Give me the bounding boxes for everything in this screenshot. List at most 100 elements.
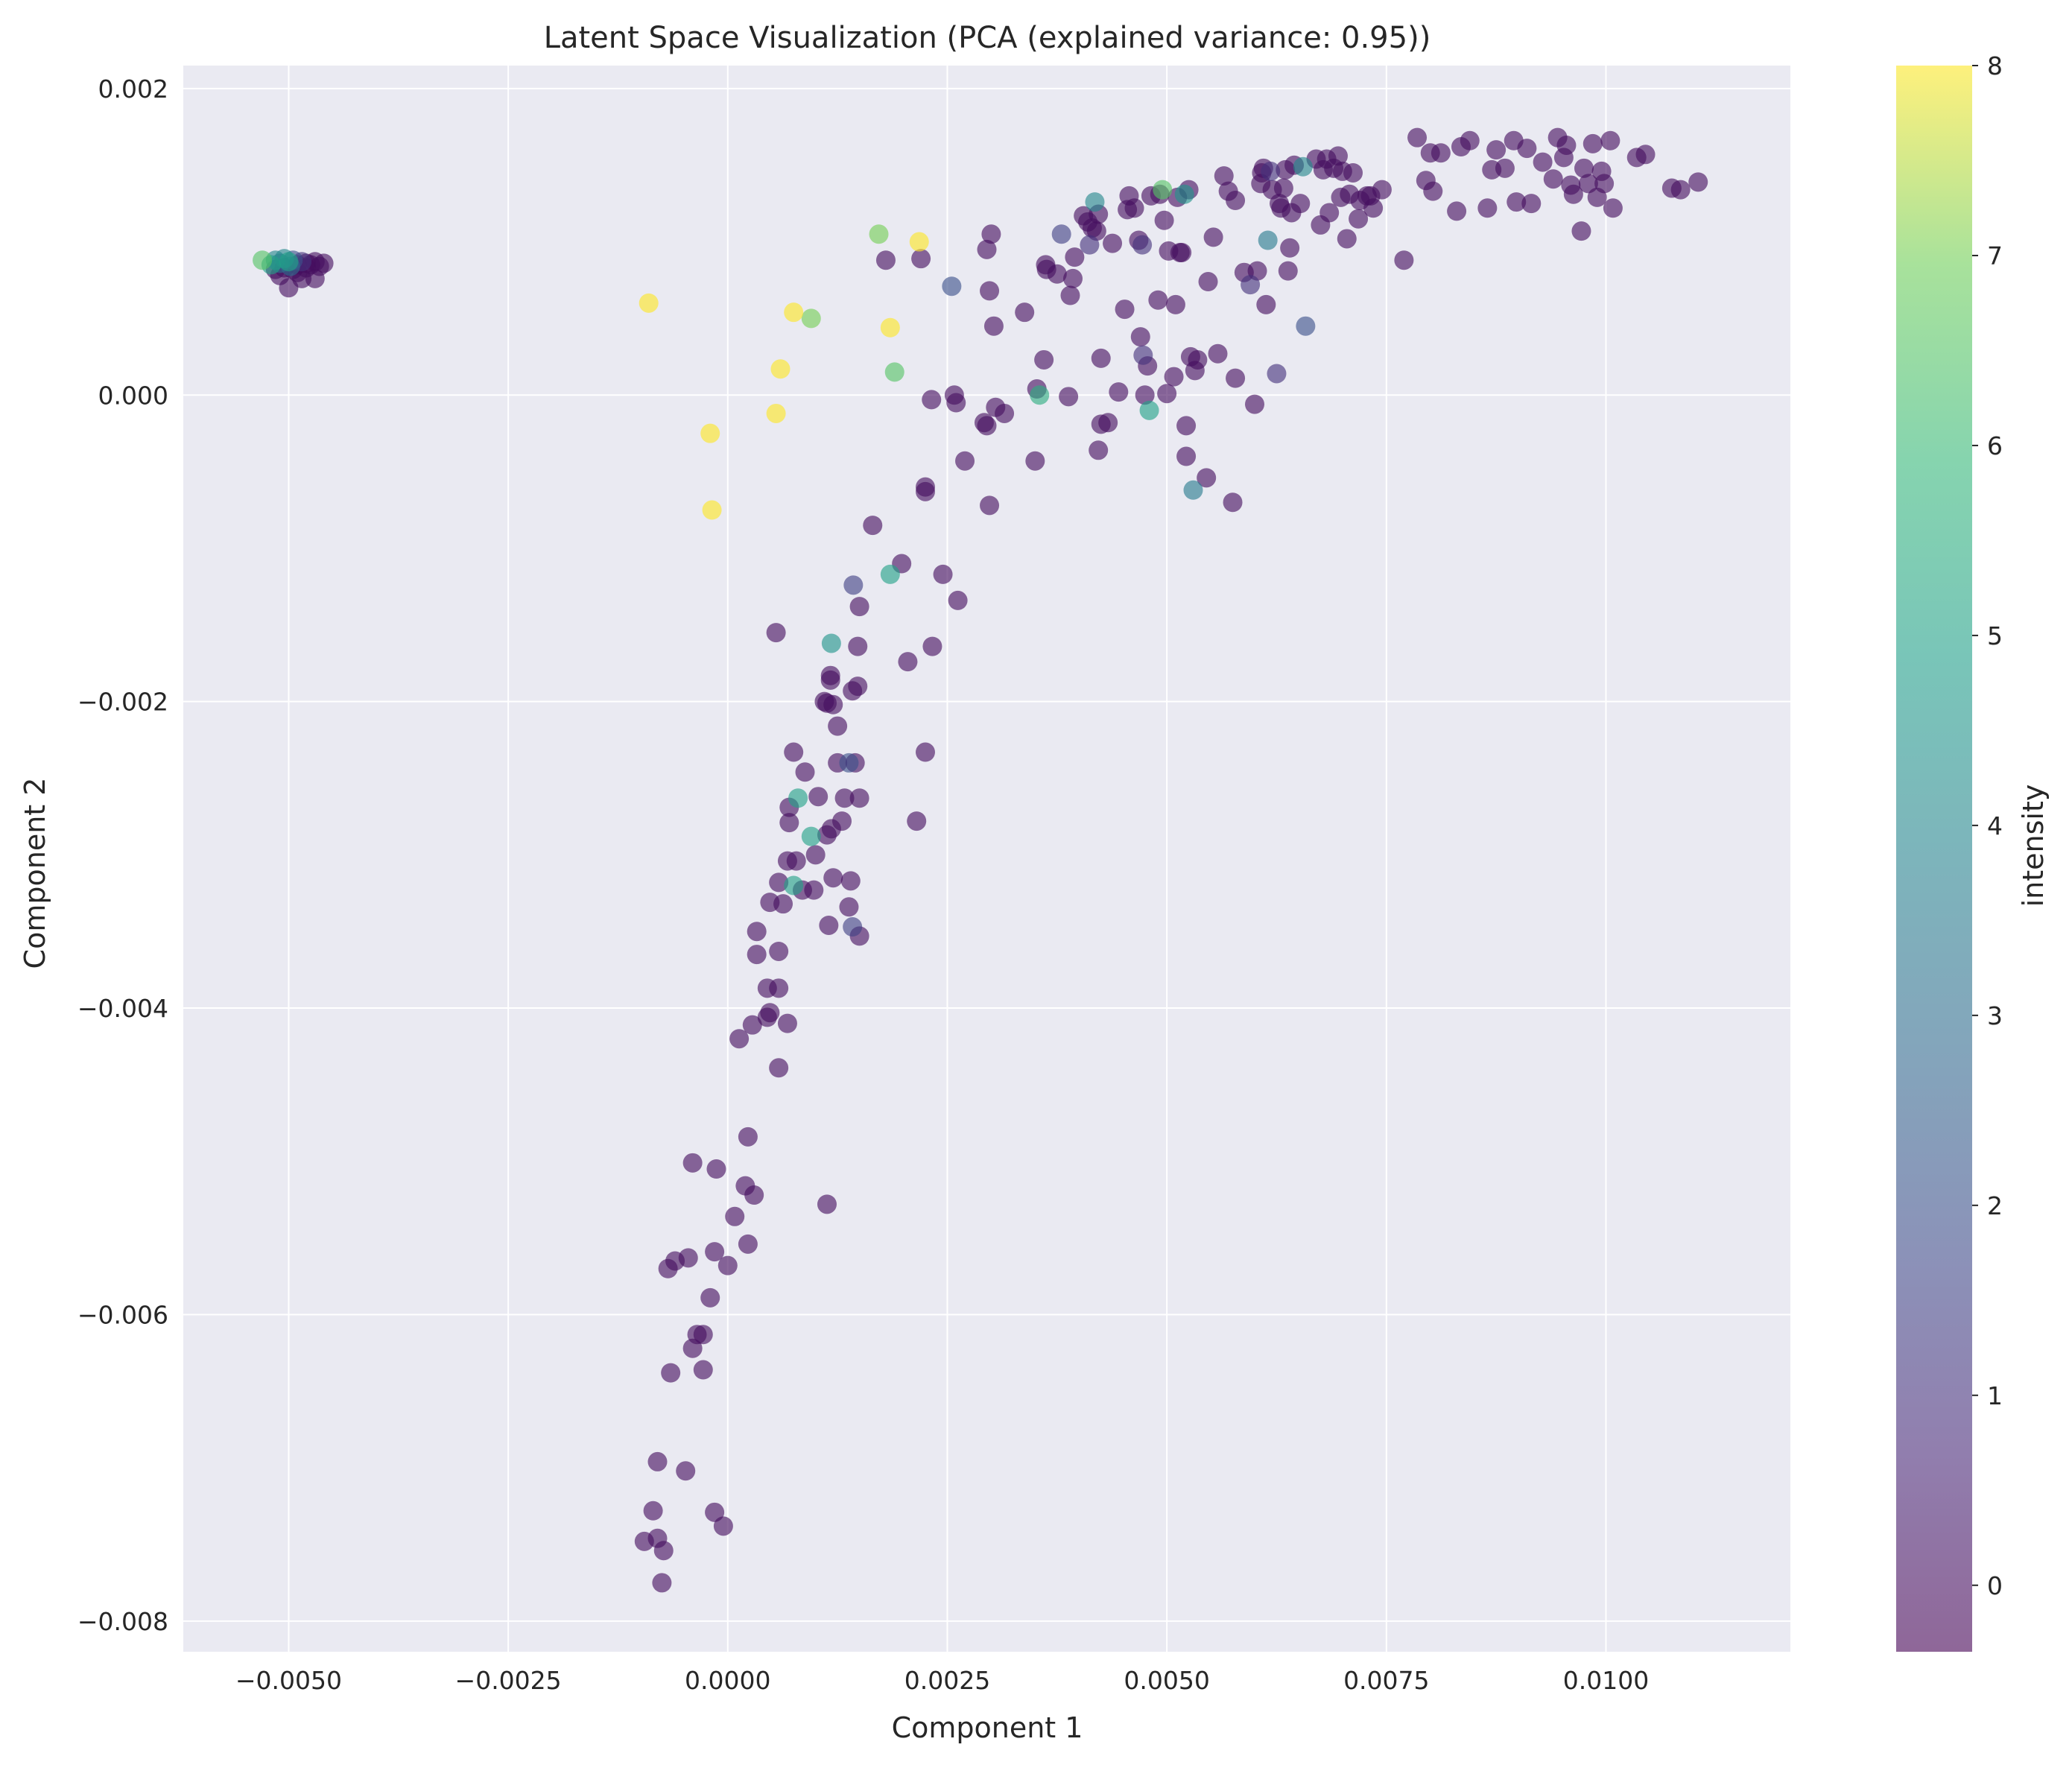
scatter-point: [1533, 152, 1553, 172]
scatter-point: [1574, 158, 1594, 178]
x-tick-label: 0.0050: [1124, 1666, 1209, 1695]
scatter-point: [1543, 169, 1563, 189]
scatter-point: [823, 868, 843, 888]
scatter-point: [1670, 180, 1691, 200]
colorbar-tick-label: 6: [1987, 431, 2003, 460]
x-tick-label: 0.0100: [1563, 1666, 1649, 1695]
scatter-point: [1085, 192, 1105, 212]
scatter-point: [1407, 127, 1428, 148]
scatter-point: [1273, 178, 1293, 198]
x-axis-ticks: −0.0050 −0.0025 0.0000 0.0025 0.0050 0.0075 0.…: [235, 1666, 1649, 1695]
scatter-point: [784, 875, 804, 896]
scatter-point: [647, 1451, 668, 1471]
scatter-point: [1148, 290, 1168, 310]
x-tick-label: 0.0000: [685, 1666, 770, 1695]
scatter-point: [769, 978, 789, 998]
colorbar-tick-label: 5: [1987, 621, 2003, 650]
scatter-point: [1349, 209, 1369, 229]
scatter-point: [1337, 229, 1357, 249]
scatter-point: [1423, 181, 1443, 201]
scatter-point: [1582, 133, 1603, 153]
scatter-point: [977, 239, 997, 259]
scatter-point: [747, 945, 767, 965]
scatter-point: [1635, 145, 1656, 165]
scatter-point: [1030, 385, 1050, 405]
scatter-point: [779, 813, 799, 833]
scatter-point: [1245, 394, 1264, 414]
scatter-point: [843, 575, 864, 595]
scatter-point: [1600, 130, 1620, 150]
scatter-point: [769, 872, 789, 893]
scatter-point: [1080, 235, 1100, 255]
scatter-point: [933, 564, 953, 584]
scatter-point: [1594, 174, 1615, 194]
scatter-point: [1280, 238, 1300, 258]
scatter-point: [1460, 130, 1480, 150]
plot-area: [183, 66, 1790, 1652]
scatter-point: [1103, 233, 1123, 253]
scatter-point: [1208, 343, 1228, 364]
scatter-point: [977, 416, 997, 436]
scatter-point: [1507, 192, 1527, 212]
scatter-point: [1293, 156, 1313, 177]
scatter-point: [983, 316, 1004, 336]
scatter-point: [1241, 275, 1261, 295]
scatter-point: [875, 250, 896, 270]
scatter-point: [981, 224, 1001, 244]
scatter-point: [1091, 348, 1111, 368]
scatter-point: [1183, 480, 1203, 500]
y-tick-label: 0.000: [98, 381, 168, 410]
y-tick-label: −0.002: [77, 688, 168, 717]
scatter-point: [706, 1159, 726, 1179]
scatter-point: [1521, 194, 1542, 214]
scatter-point: [757, 1007, 777, 1027]
scatter-point: [786, 851, 806, 871]
scatter-point: [922, 390, 942, 410]
scatter-point: [1258, 230, 1278, 250]
scatter-point: [834, 788, 855, 808]
scatter-point: [1154, 210, 1174, 230]
scatter-point: [1267, 364, 1287, 384]
scatter-point: [1051, 224, 1071, 244]
scatter-point: [915, 742, 935, 762]
scatter-point: [700, 1287, 720, 1308]
scatter-point: [705, 1502, 725, 1522]
scatter-point: [1133, 345, 1153, 365]
x-axis-label: Component 1: [892, 1711, 1083, 1744]
scatter-point: [804, 880, 824, 900]
colorbar-tick-label: 4: [1987, 811, 2003, 840]
scatter-point: [1174, 184, 1194, 204]
scatter-point: [1115, 300, 1135, 320]
scatter-point: [1098, 413, 1118, 433]
scatter-point: [1059, 387, 1079, 407]
scatter-point: [1343, 162, 1363, 183]
scatter-point: [1089, 440, 1109, 460]
scatter-point: [658, 1258, 678, 1278]
scatter-point: [1363, 198, 1384, 218]
scatter-point: [769, 1058, 789, 1078]
scatter-point: [1015, 302, 1035, 323]
scatter-point: [773, 894, 793, 914]
colorbar-tick-label: 0: [1987, 1571, 2003, 1600]
scatter-point: [652, 1573, 672, 1593]
x-tick-label: 0.0025: [904, 1666, 990, 1695]
colorbar-tick-label: 7: [1987, 241, 2003, 270]
scatter-point: [909, 232, 929, 252]
scatter-point: [1328, 146, 1348, 166]
scatter-point: [1296, 316, 1316, 336]
x-tick-label: −0.0025: [455, 1666, 562, 1695]
scatter-point: [253, 250, 273, 270]
scatter-point: [738, 1234, 758, 1254]
scatter-point: [777, 1013, 797, 1033]
scatter-point: [1063, 268, 1083, 288]
scatter-point: [980, 495, 1000, 516]
scatter-point: [1571, 221, 1591, 241]
scatter-point: [1060, 285, 1080, 305]
scatter-point: [843, 681, 863, 701]
chart-title: Latent Space Visualization (PCA (explain…: [544, 21, 1431, 55]
scatter-points: [253, 127, 1708, 1593]
scatter-point: [942, 276, 962, 297]
scatter-point: [840, 871, 861, 891]
y-tick-label: −0.008: [77, 1607, 168, 1636]
scatter-point: [869, 224, 889, 244]
